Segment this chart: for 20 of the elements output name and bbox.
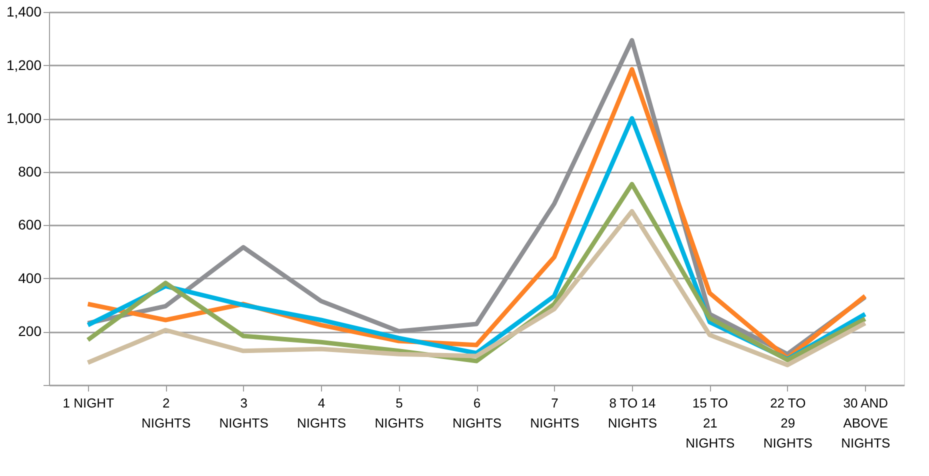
y-tick-label: 600 <box>18 216 42 233</box>
x-tick-label: 22 TO 29 NIGHTS <box>763 396 813 450</box>
x-tick-label: 7 NIGHTS <box>530 396 580 430</box>
x-tick-label: 2 NIGHTS <box>142 396 191 430</box>
y-tick-label: 200 <box>18 323 42 340</box>
x-tick-label: 30 AND ABOVE NIGHTS <box>841 396 891 450</box>
x-tick-label: 4 NIGHTS <box>296 396 346 430</box>
y-tick-label: 1,000 <box>6 110 42 126</box>
line-series <box>86 182 868 364</box>
y-tick-label: 1,200 <box>6 56 42 73</box>
y-tick-label: 1,400 <box>6 4 42 20</box>
x-tick-label: 6 NIGHTS <box>452 396 502 430</box>
x-tick-label: 1 NIGHT <box>62 396 114 410</box>
line-series <box>86 209 868 368</box>
y-tick-label: 800 <box>18 163 42 180</box>
x-tick-label: 3 NIGHTS <box>219 396 269 430</box>
x-tick-label: 5 NIGHTS <box>374 396 424 430</box>
y-tick-label: 400 <box>18 270 42 286</box>
x-tick-label: 8 TO 14 NIGHTS <box>608 396 658 430</box>
x-tick-label: 15 TO 21 NIGHTS <box>686 396 736 450</box>
